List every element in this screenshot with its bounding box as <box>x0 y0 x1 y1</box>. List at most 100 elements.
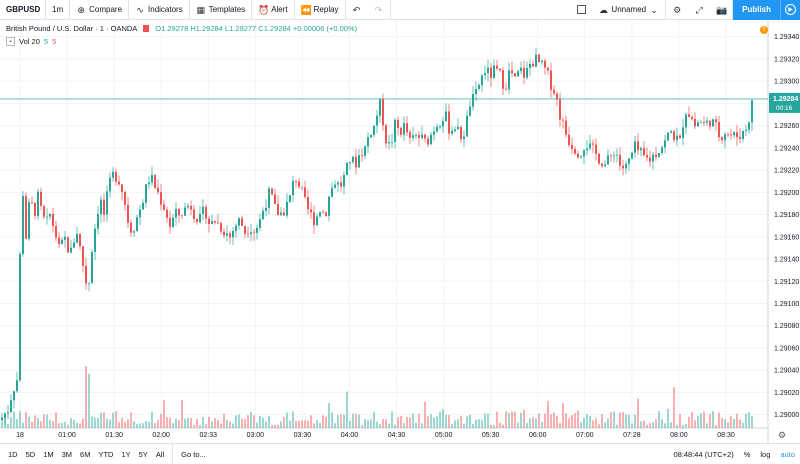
candle-body <box>499 68 501 71</box>
volume-bar <box>67 424 69 428</box>
candle-body <box>367 137 369 147</box>
candle-body <box>343 174 345 187</box>
range-button-1m[interactable]: 1M <box>43 449 54 459</box>
x-tick-label: 01:30 <box>105 432 123 439</box>
volume-bar <box>352 413 354 428</box>
x-tick-label: 04:30 <box>388 432 406 439</box>
undo-button[interactable]: ↶ <box>346 0 368 20</box>
candle-body <box>277 204 279 216</box>
candle-body <box>214 221 216 223</box>
range-button-5y[interactable]: 5Y <box>138 449 148 459</box>
volume-bar <box>22 422 24 428</box>
candle-body <box>379 98 381 116</box>
range-button-ytd[interactable]: YTD <box>98 449 114 459</box>
candle-body <box>481 75 483 86</box>
candle-body <box>550 70 552 90</box>
candle-body <box>127 204 129 223</box>
candle-body <box>667 132 669 141</box>
candle-body <box>121 184 123 193</box>
price-chart[interactable]: 1.293401.293201.293001.292801.292601.292… <box>0 20 800 443</box>
range-buttons: 1D 5D 1M 3M 6M YTD 1Y 5Y All <box>0 450 168 459</box>
volume-bar <box>469 414 471 428</box>
volume-bar <box>151 411 153 428</box>
volume-bar <box>673 387 675 428</box>
volume-bar <box>682 424 684 428</box>
candle-body <box>433 131 435 135</box>
fullscreen-button[interactable]: ⤢ <box>688 0 710 20</box>
layout-toggle[interactable] <box>571 0 592 20</box>
candle-body <box>496 65 498 69</box>
range-button-6m[interactable]: 6M <box>80 449 91 459</box>
candle-body <box>271 188 273 195</box>
candle-body <box>454 129 456 131</box>
x-tick-label: 18 <box>16 432 24 439</box>
range-button-all[interactable]: All <box>155 449 165 459</box>
range-button-5d[interactable]: 5D <box>25 449 36 459</box>
candle-body <box>361 155 363 157</box>
log-toggle[interactable]: log <box>755 450 775 459</box>
range-button-3m[interactable]: 3M <box>61 449 73 459</box>
replay-button[interactable]: ⏪ Replay <box>295 0 346 20</box>
alert-button[interactable]: ⏰ Alert <box>252 0 295 20</box>
candle-body <box>691 117 693 119</box>
candle-body <box>655 154 657 157</box>
collapse-icon[interactable]: ⌄ <box>6 37 16 46</box>
compare-button[interactable]: ⊕ Compare <box>70 0 130 20</box>
alert-badge-icon[interactable]: ! <box>760 26 768 34</box>
volume-bar <box>394 424 396 428</box>
candle-body <box>565 120 567 135</box>
symbol-search-button[interactable]: GBPUSD <box>0 0 46 20</box>
volume-bar <box>97 418 99 428</box>
layout-save-button[interactable]: ☁ Unnamed ⌄ <box>592 0 667 20</box>
auto-toggle[interactable]: auto <box>775 450 800 459</box>
axis-settings-gear-icon[interactable]: ⚙ <box>778 431 786 441</box>
candle-body <box>166 209 168 218</box>
volume-bar <box>742 422 744 428</box>
flag-icon[interactable] <box>143 25 150 32</box>
volume-bar <box>472 424 474 428</box>
candle-body <box>172 217 174 228</box>
candle-body <box>706 120 708 123</box>
volume-bar <box>436 416 438 428</box>
volume-bar <box>160 413 162 428</box>
candle-body <box>469 106 471 116</box>
candle-body <box>637 141 639 151</box>
goto-button[interactable]: Go to... <box>172 443 214 464</box>
volume-bar <box>508 413 510 428</box>
candle-body <box>403 123 405 135</box>
candle-body <box>751 100 753 123</box>
candle-body <box>298 181 300 187</box>
range-button-1y[interactable]: 1Y <box>121 449 131 459</box>
volume-bar <box>208 416 210 428</box>
candle-body <box>370 135 372 138</box>
volume-bar <box>649 423 651 428</box>
candle-body <box>211 221 213 225</box>
candle-body <box>349 162 351 163</box>
candle-body <box>475 88 477 94</box>
indicators-button[interactable]: ∿ Indicators <box>129 0 190 20</box>
alert-label: Alert <box>271 5 288 14</box>
interval-button[interactable]: 1m <box>46 0 71 20</box>
volume-bar <box>112 412 114 428</box>
volume-bar <box>265 421 267 428</box>
candle-body <box>7 411 9 414</box>
templates-button[interactable]: ▦ Templates <box>190 0 253 20</box>
volume-bar <box>124 421 126 428</box>
publish-button[interactable]: Publish <box>733 0 780 20</box>
candle-body <box>235 225 237 232</box>
volume-bar <box>31 421 33 428</box>
snapshot-button[interactable]: 📷 <box>710 0 734 20</box>
candle-body <box>628 158 630 164</box>
publish-video-button[interactable]: ▶ <box>780 0 800 20</box>
candle-body <box>460 126 462 139</box>
range-button-1d[interactable]: 1D <box>8 449 18 459</box>
clock-display[interactable]: 08:48:44 (UTC+2) <box>668 450 738 459</box>
percent-toggle[interactable]: % <box>739 450 756 459</box>
top-toolbar: GBPUSD 1m ⊕ Compare ∿ Indicators ▦ Template… <box>0 0 800 20</box>
candle-body <box>169 217 171 228</box>
candle-body <box>190 205 192 210</box>
settings-button[interactable]: ⚙ <box>666 0 688 20</box>
volume-bar <box>532 416 534 428</box>
volume-bar <box>418 413 420 428</box>
redo-button[interactable]: ↷ <box>368 0 391 20</box>
